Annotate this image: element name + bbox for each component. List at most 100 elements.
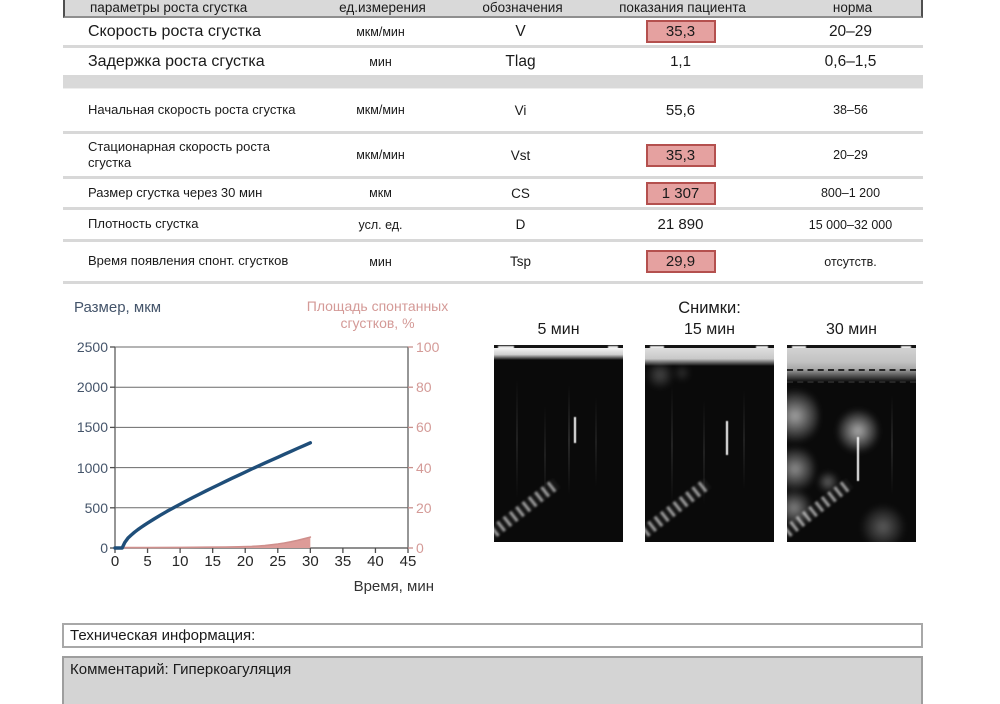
bright-speck <box>608 346 618 349</box>
bright-speck <box>498 346 514 349</box>
x-axis-title: Время, мин <box>353 578 434 595</box>
streak-artifact <box>671 385 673 505</box>
bright-speck <box>650 346 664 349</box>
streak-artifact <box>516 379 518 499</box>
bright-fiber <box>726 421 728 455</box>
snapshot-label-5min: 5 мин <box>537 321 580 338</box>
spontaneous-clots-area-series <box>115 537 311 548</box>
comment-box: Комментарий: Гиперкоагуляция <box>62 656 923 704</box>
dashed-marker-line <box>787 381 916 383</box>
parameter-label: Время появления спонт. сгустков <box>88 253 289 269</box>
bright-speck <box>756 346 768 349</box>
norm-value: 20–29 <box>828 22 873 40</box>
spontaneous-clot-blob <box>859 505 907 542</box>
right-tick-label: 20 <box>416 499 432 516</box>
table-row: Время появления спонт. сгустков мин Tsp … <box>63 242 923 284</box>
streak-artifact <box>544 405 546 505</box>
patient-value-cell: 29,9 <box>583 250 778 273</box>
left-tick-label: 1000 <box>76 459 108 476</box>
patient-value: 55,6 <box>665 101 696 119</box>
bright-fiber <box>574 417 576 443</box>
symbol-label: Tlag <box>505 52 536 70</box>
right-tick-label: 0 <box>416 540 424 556</box>
norm-value: 20–29 <box>833 148 868 162</box>
header-cell-parameters: параметры роста сгустка <box>90 0 248 15</box>
right-axis-title: Площадь спонтанных сгустков, % <box>295 298 460 332</box>
clot-wisp <box>645 361 675 389</box>
patient-value: 1,1 <box>670 53 691 70</box>
x-tick-label: 20 <box>236 553 254 570</box>
spontaneous-clots-line <box>114 536 312 549</box>
x-tick-label: 25 <box>269 553 287 570</box>
unit-label: мин <box>369 254 392 269</box>
patient-value-cell: 1,1 <box>583 53 778 70</box>
table-row: Скорость роста сгустка мкм/мин V 35,3 20… <box>63 18 923 48</box>
right-tick-label: 80 <box>416 379 432 396</box>
x-tick-label: 45 <box>399 553 417 570</box>
x-tick-label: 30 <box>301 553 319 570</box>
header-cell-symbols: обозначения <box>482 0 563 15</box>
unit-label: мкм/мин <box>356 24 405 39</box>
header-cell-units: ед.измерения <box>339 0 426 15</box>
symbol-label: CS <box>511 185 530 201</box>
left-tick-label: 500 <box>84 499 108 516</box>
parameter-label: Скорость роста сгустка <box>88 22 262 40</box>
symbol-label: V <box>515 22 526 40</box>
left-axis-title: Размер, мкм <box>74 299 162 316</box>
x-tick-label: 0 <box>110 553 120 570</box>
streak-artifact <box>891 395 893 495</box>
norm-value: 0,6–1,5 <box>824 52 877 70</box>
snapshots-title: Снимки: <box>678 299 741 317</box>
clot-band <box>645 348 774 366</box>
snapshot-image-15min <box>645 345 774 542</box>
patient-value: 21 890 <box>657 216 704 233</box>
unit-label: усл. ед. <box>358 217 403 232</box>
x-tick-label: 40 <box>367 553 384 570</box>
table-row: Стационарная скорость роста сгустка мкм/… <box>63 134 923 179</box>
streak-artifact <box>568 385 570 495</box>
unit-label: мкм <box>369 186 392 200</box>
right-tick-label: 40 <box>416 459 432 476</box>
clot-size-line <box>113 441 313 550</box>
patient-value: 29,9 <box>645 250 716 273</box>
results-table: параметры роста сгустка ед.измерения обо… <box>63 0 923 284</box>
symbol-label: D <box>515 217 526 232</box>
parameter-label: Размер сгустка через 30 мин <box>88 184 263 200</box>
snapshot-label-15min: 15 мин <box>683 321 735 338</box>
patient-value: 35,3 <box>645 20 716 43</box>
streak-artifact <box>595 397 597 487</box>
bright-fiber <box>857 437 859 481</box>
cuvette-edge <box>494 345 623 348</box>
snapshot-image-5min <box>494 345 623 542</box>
clot-band <box>787 348 916 368</box>
unit-label: мкм/мин <box>356 103 405 117</box>
table-row: Задержка роста сгустка мин Tlag 1,1 0,6–… <box>63 48 923 78</box>
patient-value-cell: 55,6 <box>583 102 778 119</box>
norm-value: отсутств. <box>824 254 877 269</box>
dashed-marker-line <box>787 369 916 371</box>
growth-chart: Размер, мкм Площадь спонтанных сгустков,… <box>60 295 460 605</box>
scratch-artifact <box>494 478 561 542</box>
results-table-body: Скорость роста сгустка мкм/мин V 35,3 20… <box>63 18 923 284</box>
symbol-label: Vst <box>510 147 531 163</box>
parameter-label: Стационарная скорость роста сгустка <box>88 138 270 170</box>
cuvette-edge <box>645 345 774 348</box>
clot-haze <box>787 368 916 382</box>
spontaneous-clot-blob <box>787 385 819 447</box>
patient-value-cell: 35,3 <box>583 20 778 43</box>
x-tick-label: 15 <box>204 553 221 570</box>
parameter-label: Задержка роста сгустка <box>88 52 265 70</box>
patient-value: 1 307 <box>645 181 716 205</box>
patient-value: 35,3 <box>645 143 716 167</box>
norm-value: 38–56 <box>833 103 868 117</box>
left-tick-label: 2000 <box>76 379 108 396</box>
norm-value: 15 000–32 000 <box>808 217 893 232</box>
x-tick-label: 10 <box>171 553 189 570</box>
technical-info-box: Техническая информация: <box>62 623 923 648</box>
table-row: Плотность сгустка усл. ед. D 21 890 15 0… <box>63 210 923 242</box>
unit-label: мкм/мин <box>356 148 405 162</box>
table-row: Размер сгустка через 30 мин мкм CS 1 307… <box>63 179 923 210</box>
clot-band <box>494 348 623 360</box>
bright-speck <box>792 346 806 349</box>
symbol-label: Vi <box>514 102 527 118</box>
